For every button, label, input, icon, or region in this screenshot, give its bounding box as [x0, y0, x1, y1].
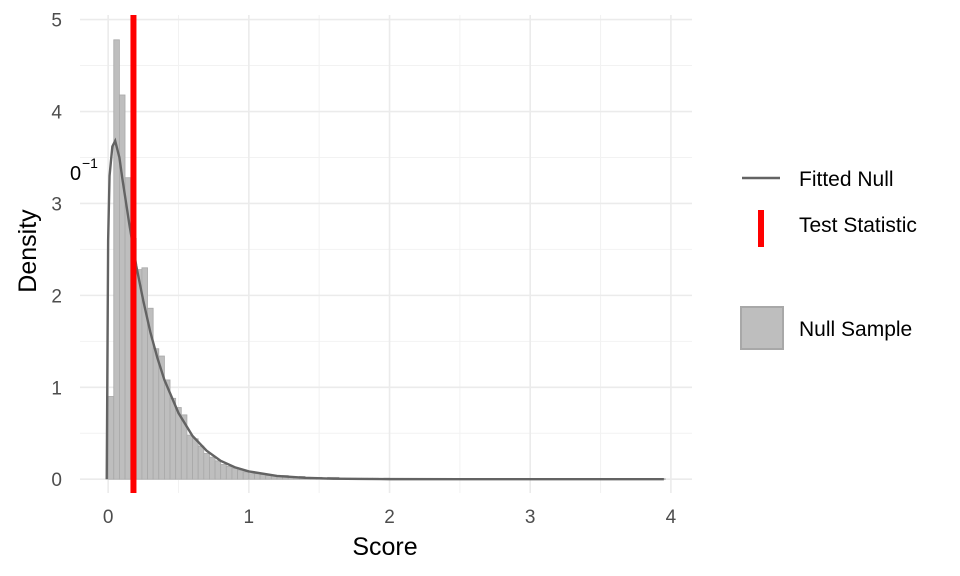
- histogram-bar: [248, 473, 255, 480]
- histogram-bar: [192, 438, 199, 480]
- histogram-bar: [118, 94, 126, 480]
- grid-lines: [80, 15, 692, 493]
- histogram-bar: [231, 467, 238, 480]
- x-tick-label: 3: [525, 507, 536, 528]
- fitted-null-line: [105, 137, 664, 481]
- y-tick-label: 0: [51, 470, 62, 491]
- x-tick-label: 4: [666, 507, 677, 528]
- histogram-bar: [107, 396, 115, 480]
- legend: Fitted Null Test Statistic Null Sample: [740, 168, 917, 350]
- histogram-bar: [186, 434, 193, 480]
- legend-null-sample-label: Null Sample: [799, 318, 912, 341]
- histogram-bar: [152, 348, 160, 480]
- legend-test-statistic-label: Test Statistic: [799, 214, 917, 237]
- histogram-bar: [113, 39, 120, 480]
- y-tick-label: 3: [51, 194, 62, 215]
- legend-null-sample-key: [740, 306, 784, 350]
- histogram-bar: [237, 469, 244, 480]
- y-tick-label: 1: [51, 378, 62, 399]
- histogram-bars: [107, 39, 666, 480]
- histogram-bar: [214, 460, 222, 480]
- y-tick-label: 5: [51, 11, 62, 32]
- histogram-bar: [265, 475, 272, 480]
- y-axis-title: Density: [14, 209, 42, 293]
- legend-fitted-null-label: Fitted Null: [799, 168, 894, 191]
- histogram-bar: [242, 471, 250, 480]
- annotation-superscript: −1: [82, 155, 98, 171]
- y-tick-labels: 0 1 2 3 4 5: [51, 11, 62, 492]
- histogram-bar: [209, 456, 216, 480]
- x-tick-label: 1: [244, 507, 255, 528]
- histogram-bar: [254, 473, 261, 480]
- x-tick-label: 0: [103, 507, 114, 528]
- histogram-bar: [259, 474, 267, 480]
- y-tick-label: 2: [51, 286, 62, 307]
- histogram-bar: [203, 453, 210, 480]
- x-tick-label: 2: [384, 507, 395, 528]
- y-tick-label: 4: [51, 103, 62, 124]
- histogram-bar: [197, 445, 205, 480]
- histogram-bar: [220, 464, 227, 480]
- annotation-text: 0: [70, 163, 81, 185]
- histogram-bar: [169, 397, 177, 480]
- histogram-bar: [225, 465, 233, 480]
- x-tick-labels: 0 1 2 3 4: [103, 507, 677, 528]
- histogram-bar: [164, 379, 171, 480]
- x-axis-title: Score: [352, 533, 417, 561]
- histogram-bar: [135, 269, 143, 480]
